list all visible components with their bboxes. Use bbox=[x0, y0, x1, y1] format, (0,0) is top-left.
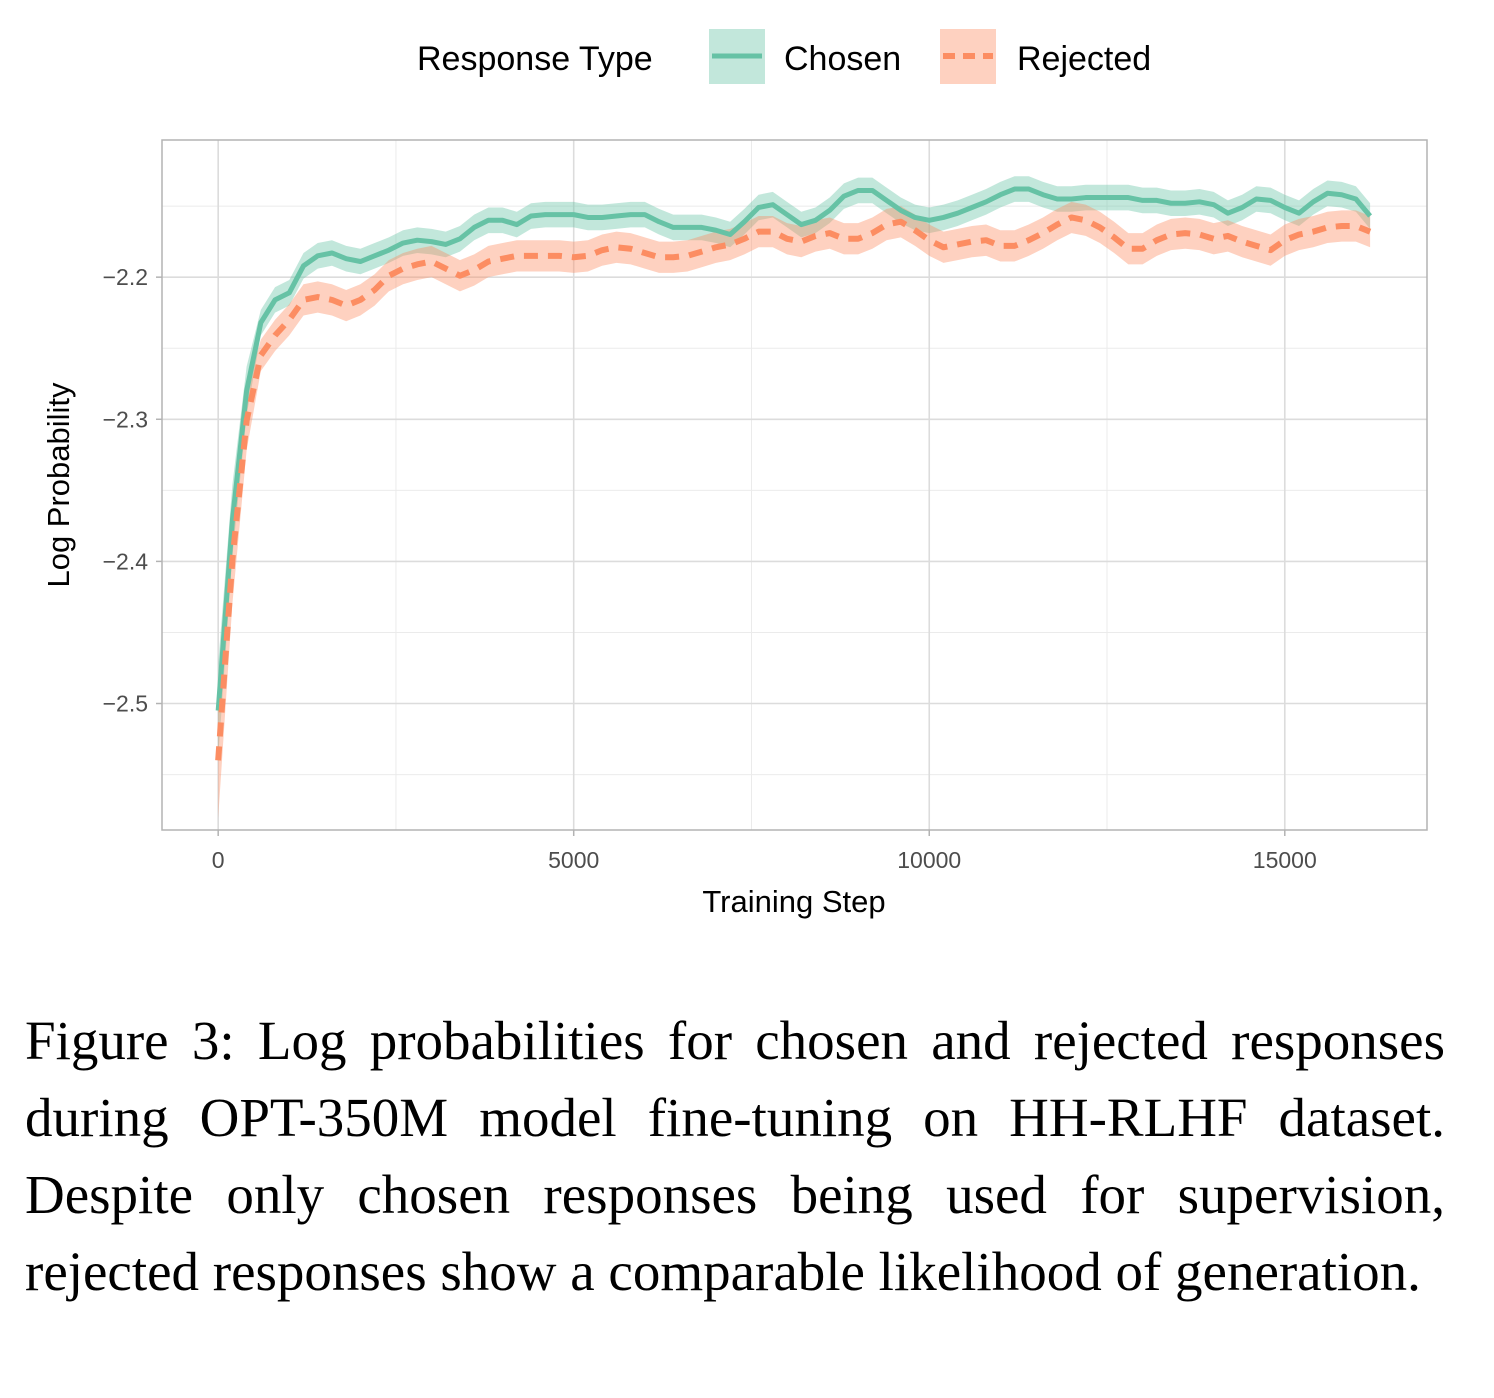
rejected-confidence-band bbox=[218, 201, 1371, 819]
y-tick-label: −2.3 bbox=[103, 406, 148, 432]
figure: Response Type Chosen Rejected 0 5000 10000… bbox=[41, 29, 1428, 919]
x-axis: 0 5000 10000 15000 bbox=[212, 830, 1317, 873]
figure-caption: Figure 3: Log probabilities for chosen a… bbox=[25, 1010, 1445, 1302]
series-layer bbox=[215, 176, 1373, 819]
y-axis: −2.5 −2.4 −2.3 −2.2 bbox=[103, 264, 162, 717]
x-axis-title: Training Step bbox=[702, 884, 885, 919]
y-tick-label: −2.4 bbox=[103, 548, 149, 574]
plot-border bbox=[161, 139, 1428, 831]
x-tick-label: 0 bbox=[212, 847, 225, 873]
legend-label-chosen: Chosen bbox=[784, 40, 901, 78]
x-tick-label: 5000 bbox=[548, 847, 599, 873]
y-tick-label: −2.5 bbox=[103, 691, 148, 717]
x-tick-label: 15000 bbox=[1253, 847, 1317, 873]
grid bbox=[162, 140, 1427, 830]
legend-label-rejected: Rejected bbox=[1017, 40, 1151, 78]
legend-title: Response Type bbox=[417, 40, 653, 78]
y-tick-label: −2.2 bbox=[103, 264, 148, 290]
chosen-line bbox=[215, 186, 1373, 711]
legend: Response Type Chosen Rejected bbox=[417, 29, 1151, 84]
y-axis-title: Log Probability bbox=[41, 382, 76, 588]
rejected-line bbox=[215, 214, 1372, 761]
x-tick-label: 10000 bbox=[897, 847, 961, 873]
